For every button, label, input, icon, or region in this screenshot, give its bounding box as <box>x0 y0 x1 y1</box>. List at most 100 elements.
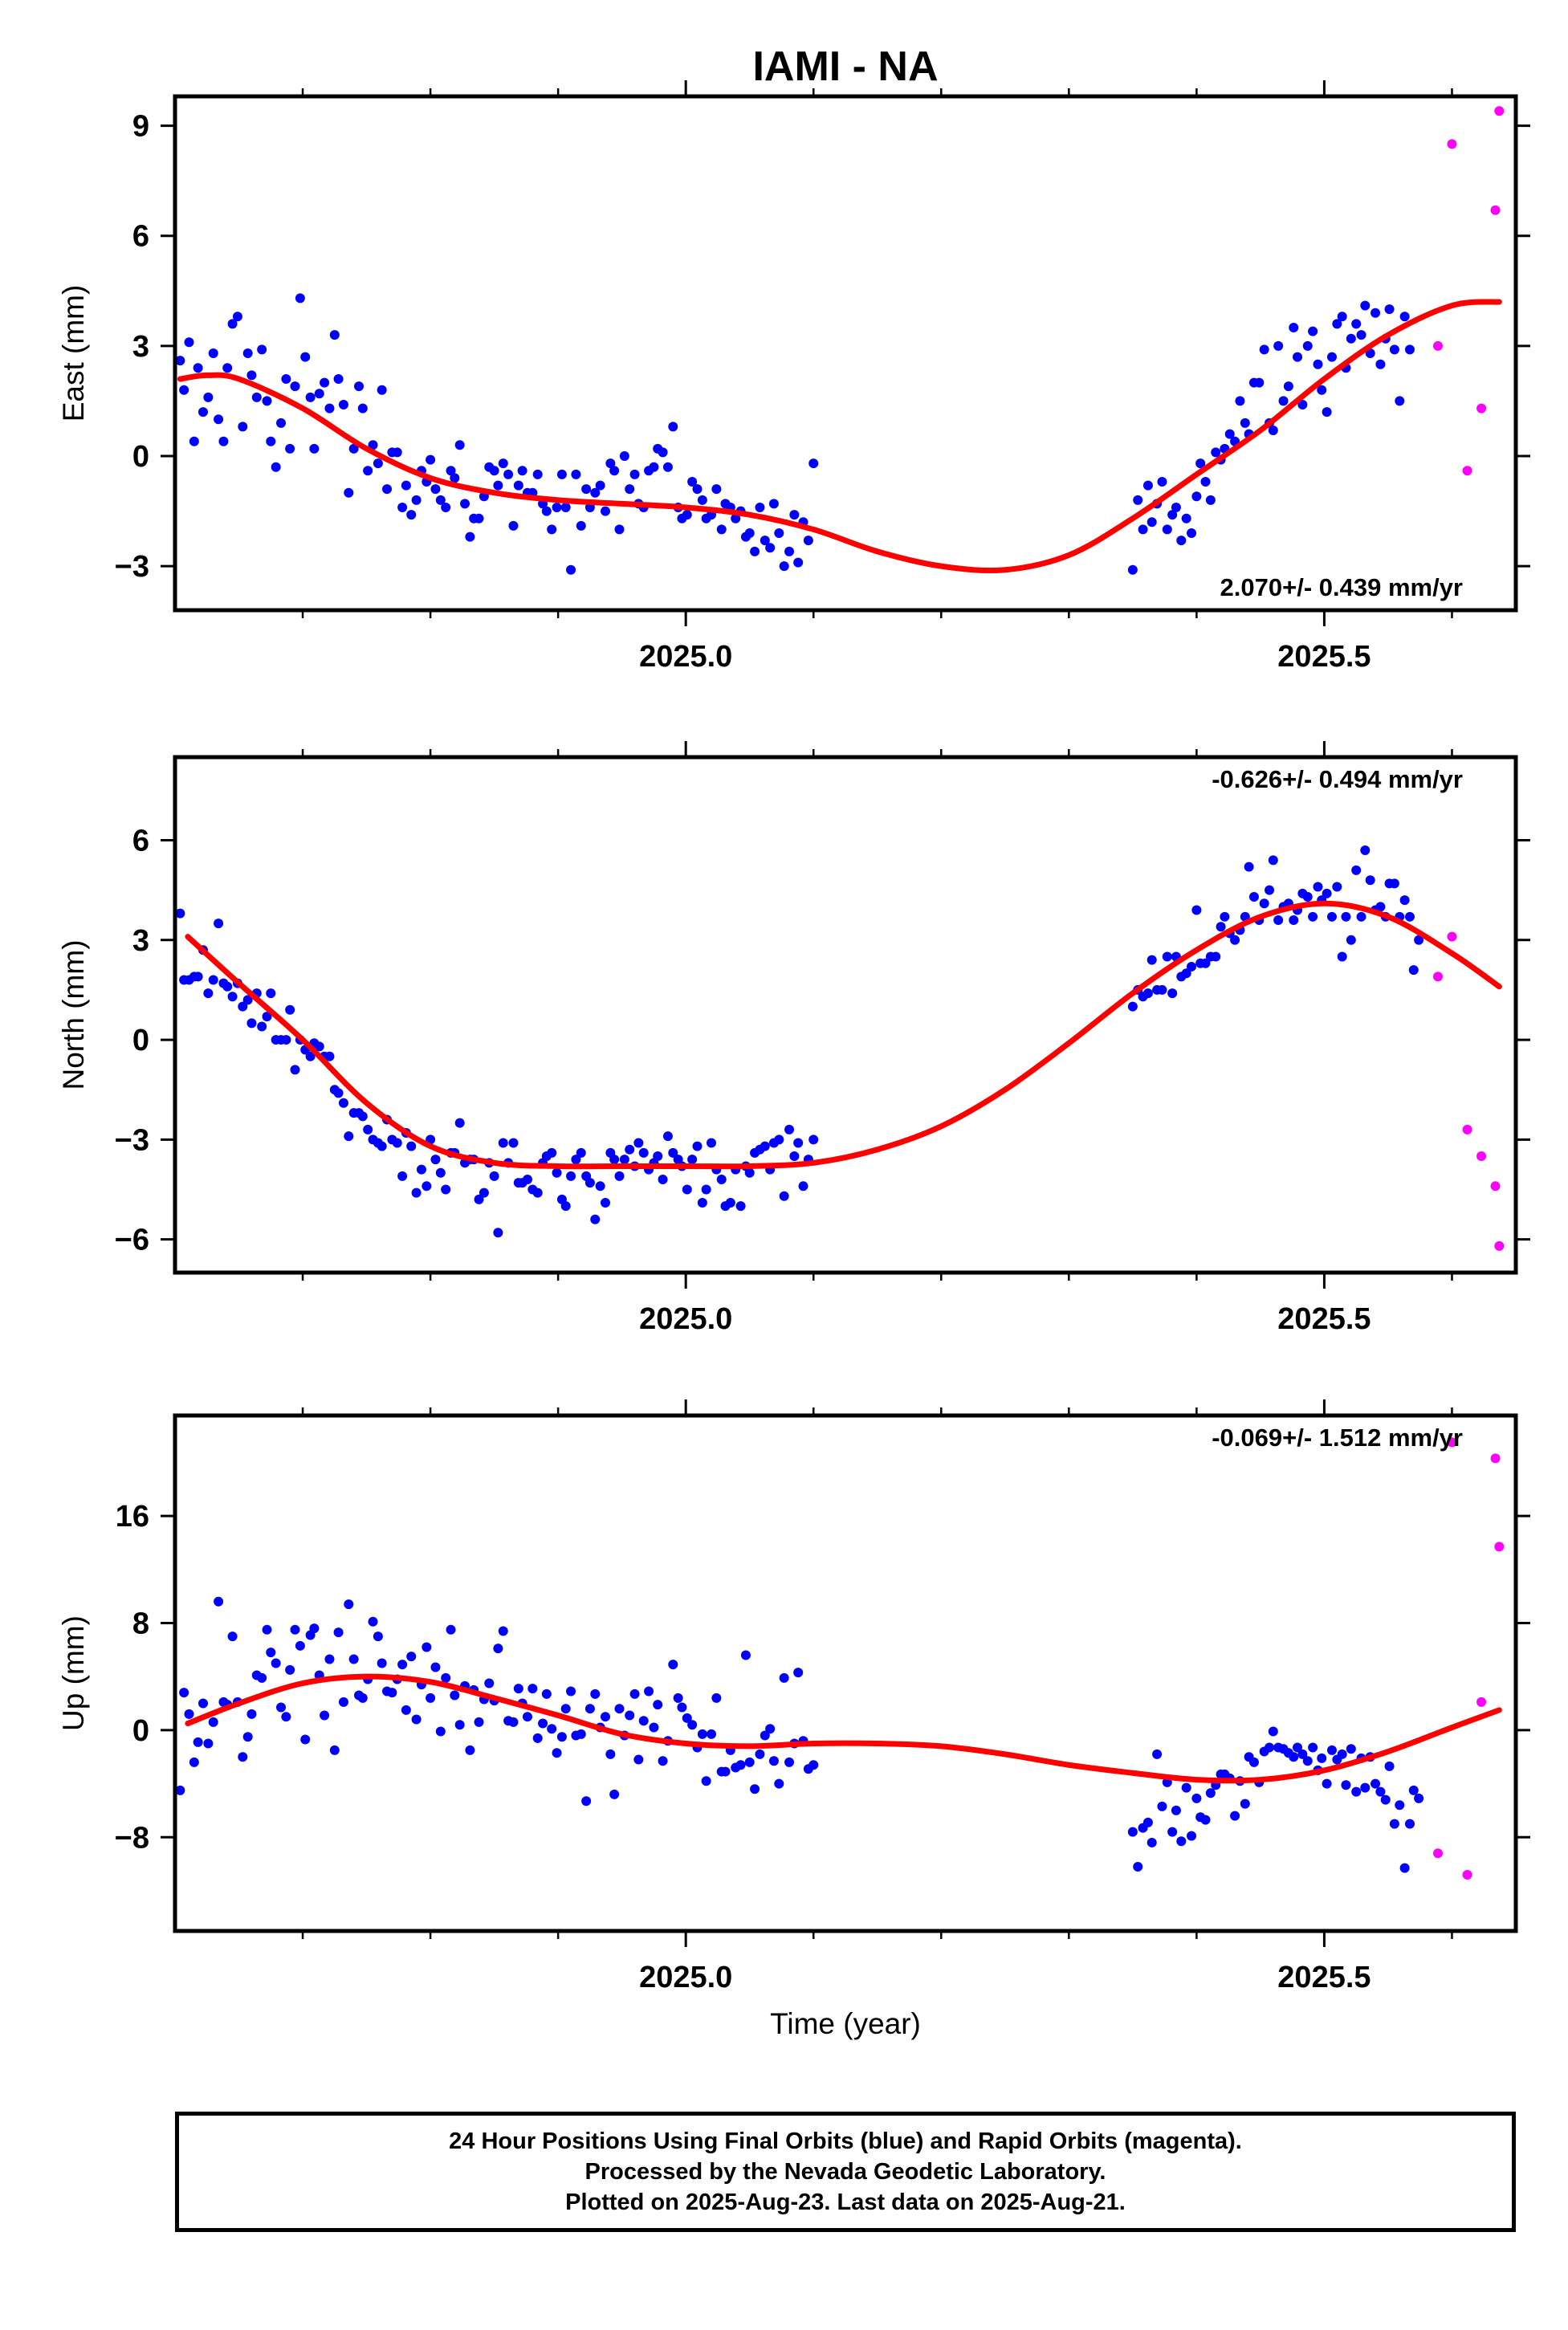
y-tick-label: −8 <box>115 1821 149 1855</box>
final-orbit-point <box>377 1658 387 1668</box>
final-orbit-point <box>1127 564 1138 575</box>
final-orbit-point <box>450 1690 460 1701</box>
final-orbit-point <box>368 440 378 450</box>
final-orbit-point <box>305 392 316 402</box>
final-orbit-point <box>784 546 795 556</box>
final-orbit-point <box>1195 458 1206 469</box>
trend-fit-curve <box>177 299 1502 573</box>
final-orbit-point <box>314 1041 324 1052</box>
final-orbit-point <box>765 543 776 553</box>
final-orbit-point <box>1240 418 1250 428</box>
final-orbit-point <box>532 469 543 479</box>
final-orbit-point <box>1297 1749 1308 1759</box>
final-orbit-point <box>266 1648 276 1658</box>
final-orbit-point <box>547 1147 557 1158</box>
final-orbit-point <box>1200 1815 1211 1825</box>
final-orbit-point <box>242 995 253 1005</box>
final-orbit-point <box>1152 1749 1163 1759</box>
final-orbit-point <box>1375 902 1386 912</box>
final-orbit-point <box>198 1698 208 1709</box>
final-orbit-point <box>1389 878 1399 889</box>
final-orbit-point <box>309 1623 320 1634</box>
final-orbit-point <box>1419 0 1428 5</box>
final-orbit-point <box>1268 426 1278 435</box>
final-orbit-point <box>203 988 214 999</box>
final-orbit-point <box>281 1712 291 1722</box>
final-orbit-point <box>1317 385 1327 395</box>
final-orbit-point <box>1384 304 1395 315</box>
final-orbit-point <box>614 524 625 535</box>
final-orbit-point <box>1375 359 1386 369</box>
final-orbit-point <box>257 344 267 355</box>
final-orbit-point <box>658 1756 668 1766</box>
final-orbit-point <box>333 1088 344 1098</box>
final-orbit-point <box>344 1599 354 1610</box>
final-orbit-point <box>1322 1778 1332 1789</box>
final-orbit-point <box>744 1757 755 1767</box>
final-orbit-point <box>281 374 291 384</box>
final-orbit-point <box>214 414 224 425</box>
final-orbit-point <box>1187 961 1197 972</box>
final-orbit-point <box>532 1187 543 1198</box>
final-orbit-point <box>638 1147 649 1158</box>
final-orbit-point <box>629 1688 640 1699</box>
final-orbit-point <box>305 1051 316 1061</box>
final-orbit-point <box>411 1714 422 1725</box>
final-orbit-point <box>422 1181 432 1191</box>
final-orbit-point <box>803 536 813 546</box>
final-orbit-point <box>731 513 741 523</box>
final-orbit-point <box>493 1644 503 1654</box>
final-orbit-point <box>1365 875 1375 886</box>
y-tick-label: 0 <box>132 1024 149 1057</box>
final-orbit-point <box>605 1749 616 1759</box>
final-orbit-point <box>638 1716 649 1726</box>
final-orbit-point <box>1346 935 1356 945</box>
final-orbit-point <box>1171 503 1181 512</box>
final-orbit-point <box>1317 1753 1327 1763</box>
final-orbit-point <box>285 443 295 454</box>
final-orbit-point <box>768 1756 779 1766</box>
plot-area <box>175 0 1505 1251</box>
final-orbit-point <box>320 377 330 388</box>
final-orbit-point <box>435 495 446 505</box>
final-orbit-point <box>373 1631 383 1642</box>
final-orbit-point <box>808 1134 819 1145</box>
final-orbit-point <box>329 330 340 340</box>
footer-line-plotted-on: Plotted on 2025-Aug-23. Last data on 202… <box>565 2189 1126 2215</box>
final-orbit-point <box>552 1167 562 1178</box>
final-orbit-point <box>406 1141 417 1151</box>
final-orbit-point <box>454 1118 465 1128</box>
final-orbit-point <box>489 1171 499 1181</box>
rapid-orbit-point <box>1432 972 1443 982</box>
final-orbit-point <box>1259 898 1269 909</box>
final-orbit-point <box>658 447 668 458</box>
final-orbit-point <box>1146 517 1157 528</box>
final-orbit-point <box>446 466 456 476</box>
final-orbit-point <box>175 1785 185 1795</box>
final-orbit-point <box>262 396 272 406</box>
final-orbit-point <box>179 1688 189 1698</box>
final-orbit-point <box>357 1111 368 1122</box>
final-orbit-point <box>560 1704 571 1714</box>
final-orbit-point <box>808 1760 819 1770</box>
final-orbit-point <box>779 561 789 572</box>
rapid-orbit-point <box>1432 340 1443 351</box>
final-orbit-point <box>411 1187 422 1198</box>
final-orbit-point <box>387 1688 397 1698</box>
final-orbit-point <box>426 454 436 465</box>
final-orbit-point <box>707 1138 716 1148</box>
final-orbit-point <box>682 1184 692 1195</box>
x-tick-label: 2025.5 <box>1277 640 1370 674</box>
final-orbit-point <box>508 1138 519 1148</box>
final-orbit-point <box>784 1124 795 1134</box>
final-orbit-point <box>668 1147 678 1158</box>
final-orbit-point <box>779 1672 789 1683</box>
final-orbit-point <box>175 908 185 919</box>
final-orbit-point <box>774 528 784 538</box>
final-orbit-point <box>711 1693 722 1703</box>
final-orbit-point <box>1167 510 1178 520</box>
final-orbit-point <box>677 1702 687 1713</box>
final-orbit-point <box>1429 0 1439 5</box>
final-orbit-point <box>1146 1837 1157 1847</box>
final-orbit-point <box>1268 855 1278 866</box>
